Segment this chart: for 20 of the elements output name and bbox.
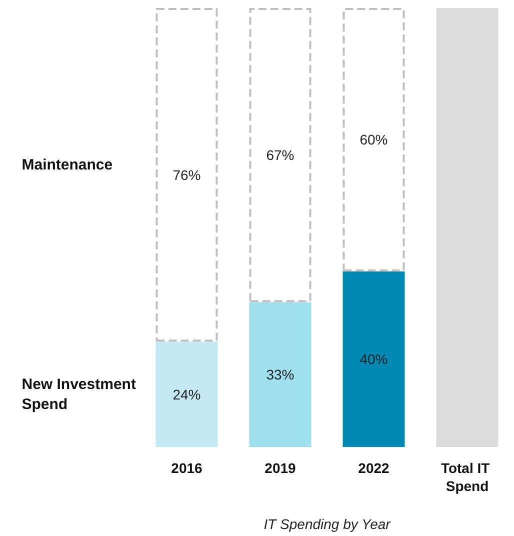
x-tick-label: 2019	[264, 460, 296, 476]
data-label: 67%	[266, 147, 294, 164]
bar	[436, 8, 498, 447]
x-tick-label: 2022	[358, 460, 390, 476]
bar	[249, 8, 312, 302]
bar	[156, 8, 218, 342]
bar	[156, 342, 218, 447]
data-label: 24%	[172, 386, 201, 402]
x-tick-label: Total IT Spend	[440, 460, 494, 494]
data-label: 60%	[360, 132, 388, 148]
x-tick-label: 2016	[171, 460, 203, 476]
series-label: New Investment Spend	[22, 376, 140, 413]
bar	[342, 271, 405, 447]
bar	[342, 8, 405, 272]
x-axis-title: IT Spending by Year	[264, 516, 392, 532]
data-label: 40%	[360, 351, 388, 368]
data-label: 33%	[266, 366, 294, 383]
text: Maintenance	[22, 156, 113, 174]
data-label: 76%	[172, 166, 201, 183]
bar	[249, 302, 312, 447]
